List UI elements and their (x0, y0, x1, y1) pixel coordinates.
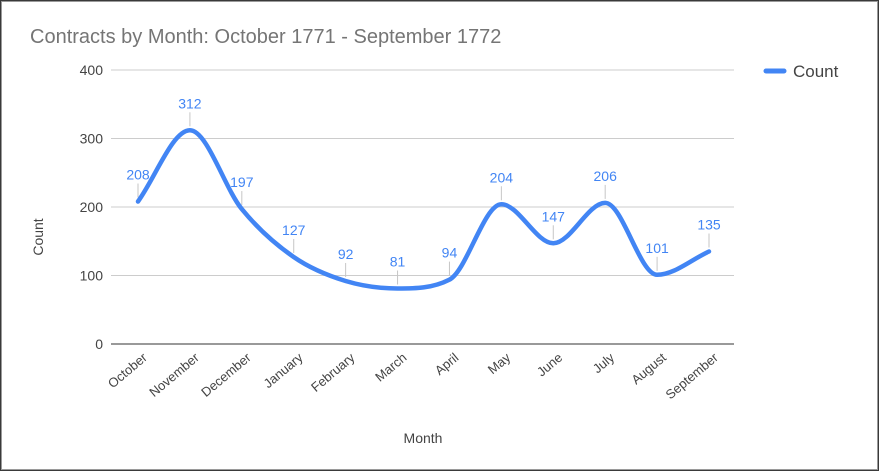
legend[interactable]: Count (763, 62, 839, 81)
x-tick-label-june: June (534, 350, 565, 380)
y-tick-label-0: 0 (95, 336, 103, 352)
data-label-june: 147 (542, 208, 566, 224)
data-label-may: 204 (490, 169, 514, 185)
y-tick-labels: 0 100 200 300 400 (80, 62, 104, 352)
data-label-february: 92 (338, 246, 354, 262)
x-tick-label-december: December (198, 349, 254, 399)
series-line-count (135, 128, 712, 291)
data-label-november: 312 (178, 95, 202, 111)
chart-title: Contracts by Month: October 1771 - Septe… (30, 26, 501, 48)
x-tick-label-august: August (628, 350, 669, 388)
y-axis-title: Count (30, 218, 46, 255)
data-label-august: 101 (645, 240, 669, 256)
x-tick-label-october: October (105, 349, 151, 391)
data-label-september: 135 (697, 217, 721, 233)
data-label-march: 81 (390, 254, 406, 270)
x-axis-title: Month (404, 430, 443, 446)
x-tick-label-january: January (261, 349, 306, 391)
data-label-leaders (137, 112, 710, 285)
data-label-december: 197 (230, 174, 254, 190)
x-tick-label-february: February (308, 349, 358, 394)
data-labels: 208 312 197 127 92 81 94 204 147 206 101 135 (126, 95, 721, 269)
x-tick-label-september: September (663, 349, 722, 402)
x-tick-label-march: March (372, 350, 409, 385)
y-tick-label-100: 100 (80, 268, 104, 284)
x-tick-label-july: July (590, 349, 618, 376)
gridlines (111, 69, 734, 345)
y-tick-label-200: 200 (80, 199, 104, 215)
data-label-october: 208 (126, 167, 150, 183)
y-tick-label-300: 300 (80, 131, 104, 147)
data-label-july: 206 (594, 168, 618, 184)
data-label-april: 94 (442, 245, 458, 261)
y-tick-label-400: 400 (80, 62, 104, 78)
x-tick-label-november: November (146, 349, 202, 399)
x-tick-label-april: April (432, 350, 462, 378)
legend-label: Count (793, 62, 839, 81)
data-label-january: 127 (282, 222, 306, 238)
x-tick-label-may: May (485, 349, 514, 377)
